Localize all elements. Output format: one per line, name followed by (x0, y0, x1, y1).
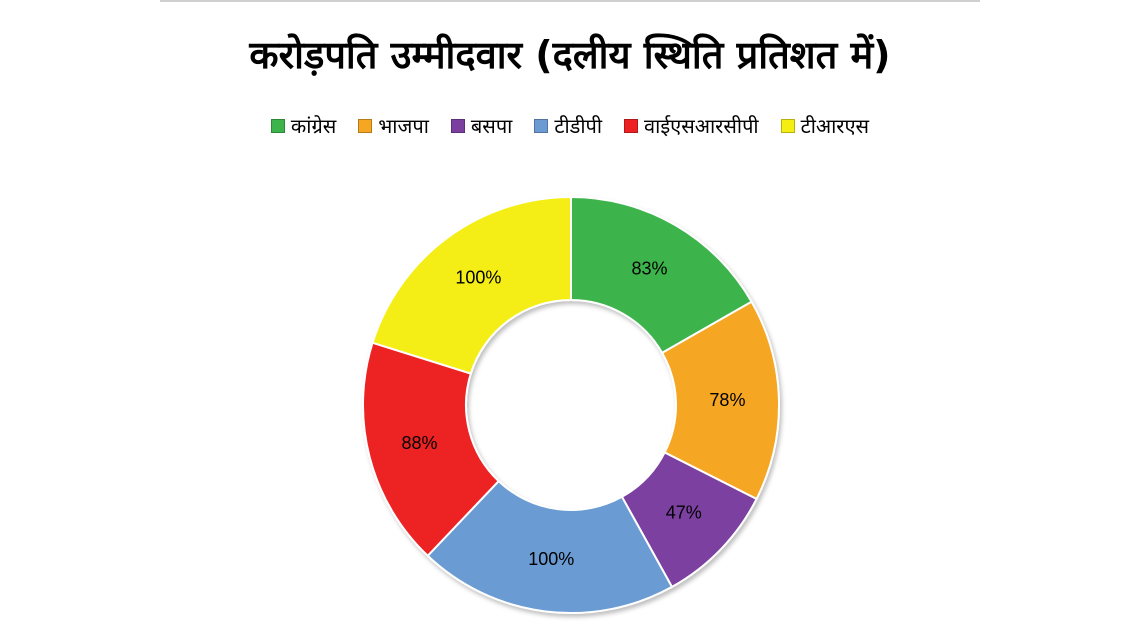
slice-data-label: 100% (455, 268, 501, 288)
legend-label: टीआरएस (800, 114, 870, 138)
legend-item: भाजपा (358, 112, 429, 139)
donut-slice (362, 341, 501, 558)
slice-data-label: 78% (709, 390, 745, 410)
legend-swatch (534, 118, 549, 133)
legend-swatch (780, 118, 795, 133)
legend-item: बसपा (450, 112, 513, 139)
legend-swatch (358, 118, 373, 133)
legend-swatch (450, 118, 465, 133)
donut-slice (660, 300, 780, 501)
slice-data-label: 83% (632, 258, 668, 278)
legend-label: कांग्रेस (290, 114, 337, 138)
donut-slice (426, 479, 674, 614)
donut-slice (371, 195, 572, 375)
legend-item: टीडीपी (534, 112, 602, 139)
legend-label: टीडीपी (554, 114, 603, 138)
slice-data-label: 47% (666, 502, 702, 522)
slice-data-label: 88% (401, 433, 437, 453)
legend-item: टीआरएस (780, 112, 870, 139)
legend-label: बसपा (470, 114, 513, 138)
legend-item: वाईएसआरसीपी (624, 112, 759, 139)
donut-slice (570, 195, 753, 355)
slice-data-label: 100% (528, 549, 574, 569)
chart-legend: कांग्रेस भाजपा बसपा टीडीपी वाईएसआरसीपी टीआरएस (0, 112, 1140, 139)
chart-title: करोड़पति उम्मीदवार (दलीय स्थिति प्रतिशत … (249, 33, 891, 77)
legend-swatch (624, 118, 639, 133)
legend-item: कांग्रेस (270, 112, 337, 139)
legend-swatch (270, 118, 285, 133)
top-divider (160, 0, 980, 2)
legend-label: भाजपा (378, 114, 429, 138)
legend-label: वाईएसआरसीपी (644, 114, 759, 138)
